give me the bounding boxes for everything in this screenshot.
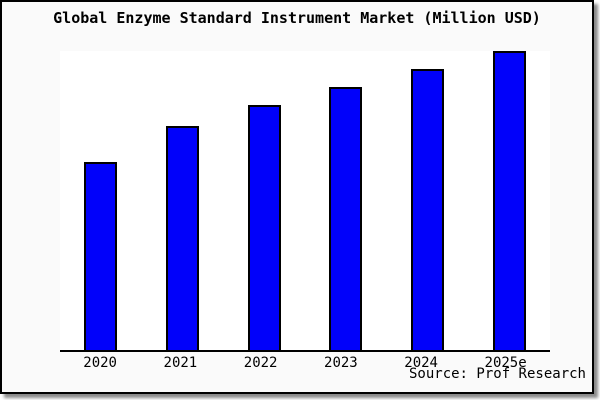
bars-container <box>60 51 550 350</box>
x-tick-label-2021: 2021 <box>163 355 198 371</box>
bar-2021 <box>165 125 199 350</box>
x-tick-label-2024: 2024 <box>404 355 438 371</box>
x-tick-label-2020: 2020 <box>83 355 117 371</box>
bar-2020 <box>84 161 118 350</box>
bar-2023 <box>329 86 363 350</box>
plot-area <box>60 51 550 352</box>
x-axis-labels: 2020 2021 2022 2023 2024 2025e <box>60 355 550 371</box>
chart-title: Global Enzyme Standard Instrument Market… <box>53 9 541 27</box>
x-tick-label-2025e: 2025e <box>484 355 527 371</box>
x-tick-label-2023: 2023 <box>324 355 358 371</box>
chart-card: Global Enzyme Standard Instrument Market… <box>0 0 594 394</box>
bar-2024 <box>410 68 444 350</box>
bar-2022 <box>247 104 281 350</box>
x-tick-label-2022: 2022 <box>243 355 278 371</box>
source-caption: Source: Prof Research <box>408 366 586 382</box>
bar-2025e <box>492 51 526 350</box>
